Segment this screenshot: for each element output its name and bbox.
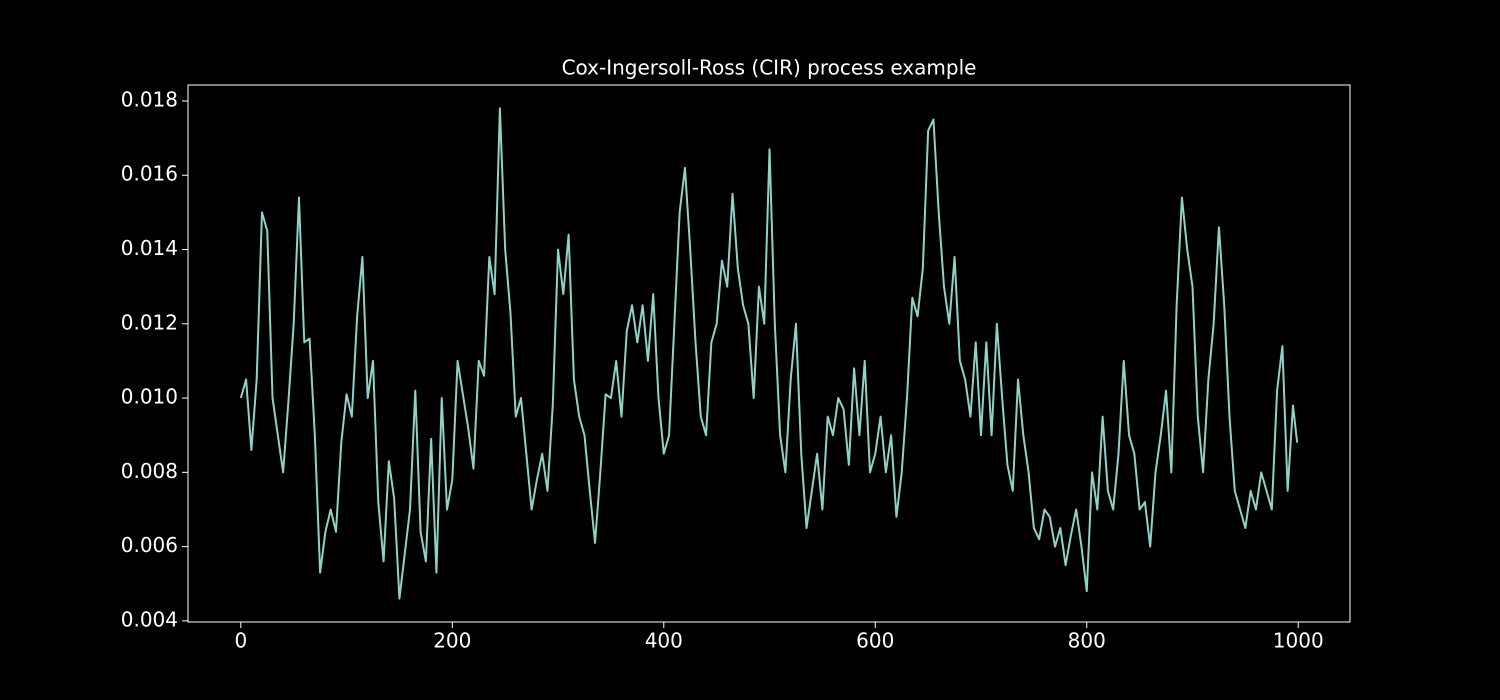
y-tick-label: 0.014 <box>121 236 178 260</box>
y-tick-label: 0.004 <box>121 607 178 631</box>
x-tick-label: 400 <box>645 629 683 653</box>
y-tick-label: 0.016 <box>121 162 178 186</box>
x-tick-label: 1000 <box>1273 629 1324 653</box>
x-tick-label: 200 <box>433 629 471 653</box>
x-tick-label: 600 <box>856 629 894 653</box>
axes-frame <box>187 84 1351 623</box>
y-tick-label: 0.018 <box>121 87 178 111</box>
chart-title: Cox-Ingersoll-Ross (CIR) process example <box>562 56 977 80</box>
y-tick-label: 0.006 <box>121 533 178 557</box>
x-tick-label: 0 <box>234 629 247 653</box>
x-tick-label: 800 <box>1068 629 1106 653</box>
y-tick-label: 0.010 <box>121 385 178 409</box>
series-line <box>239 107 1299 600</box>
y-tick-label: 0.012 <box>121 310 178 334</box>
y-tick-label: 0.008 <box>121 459 178 483</box>
